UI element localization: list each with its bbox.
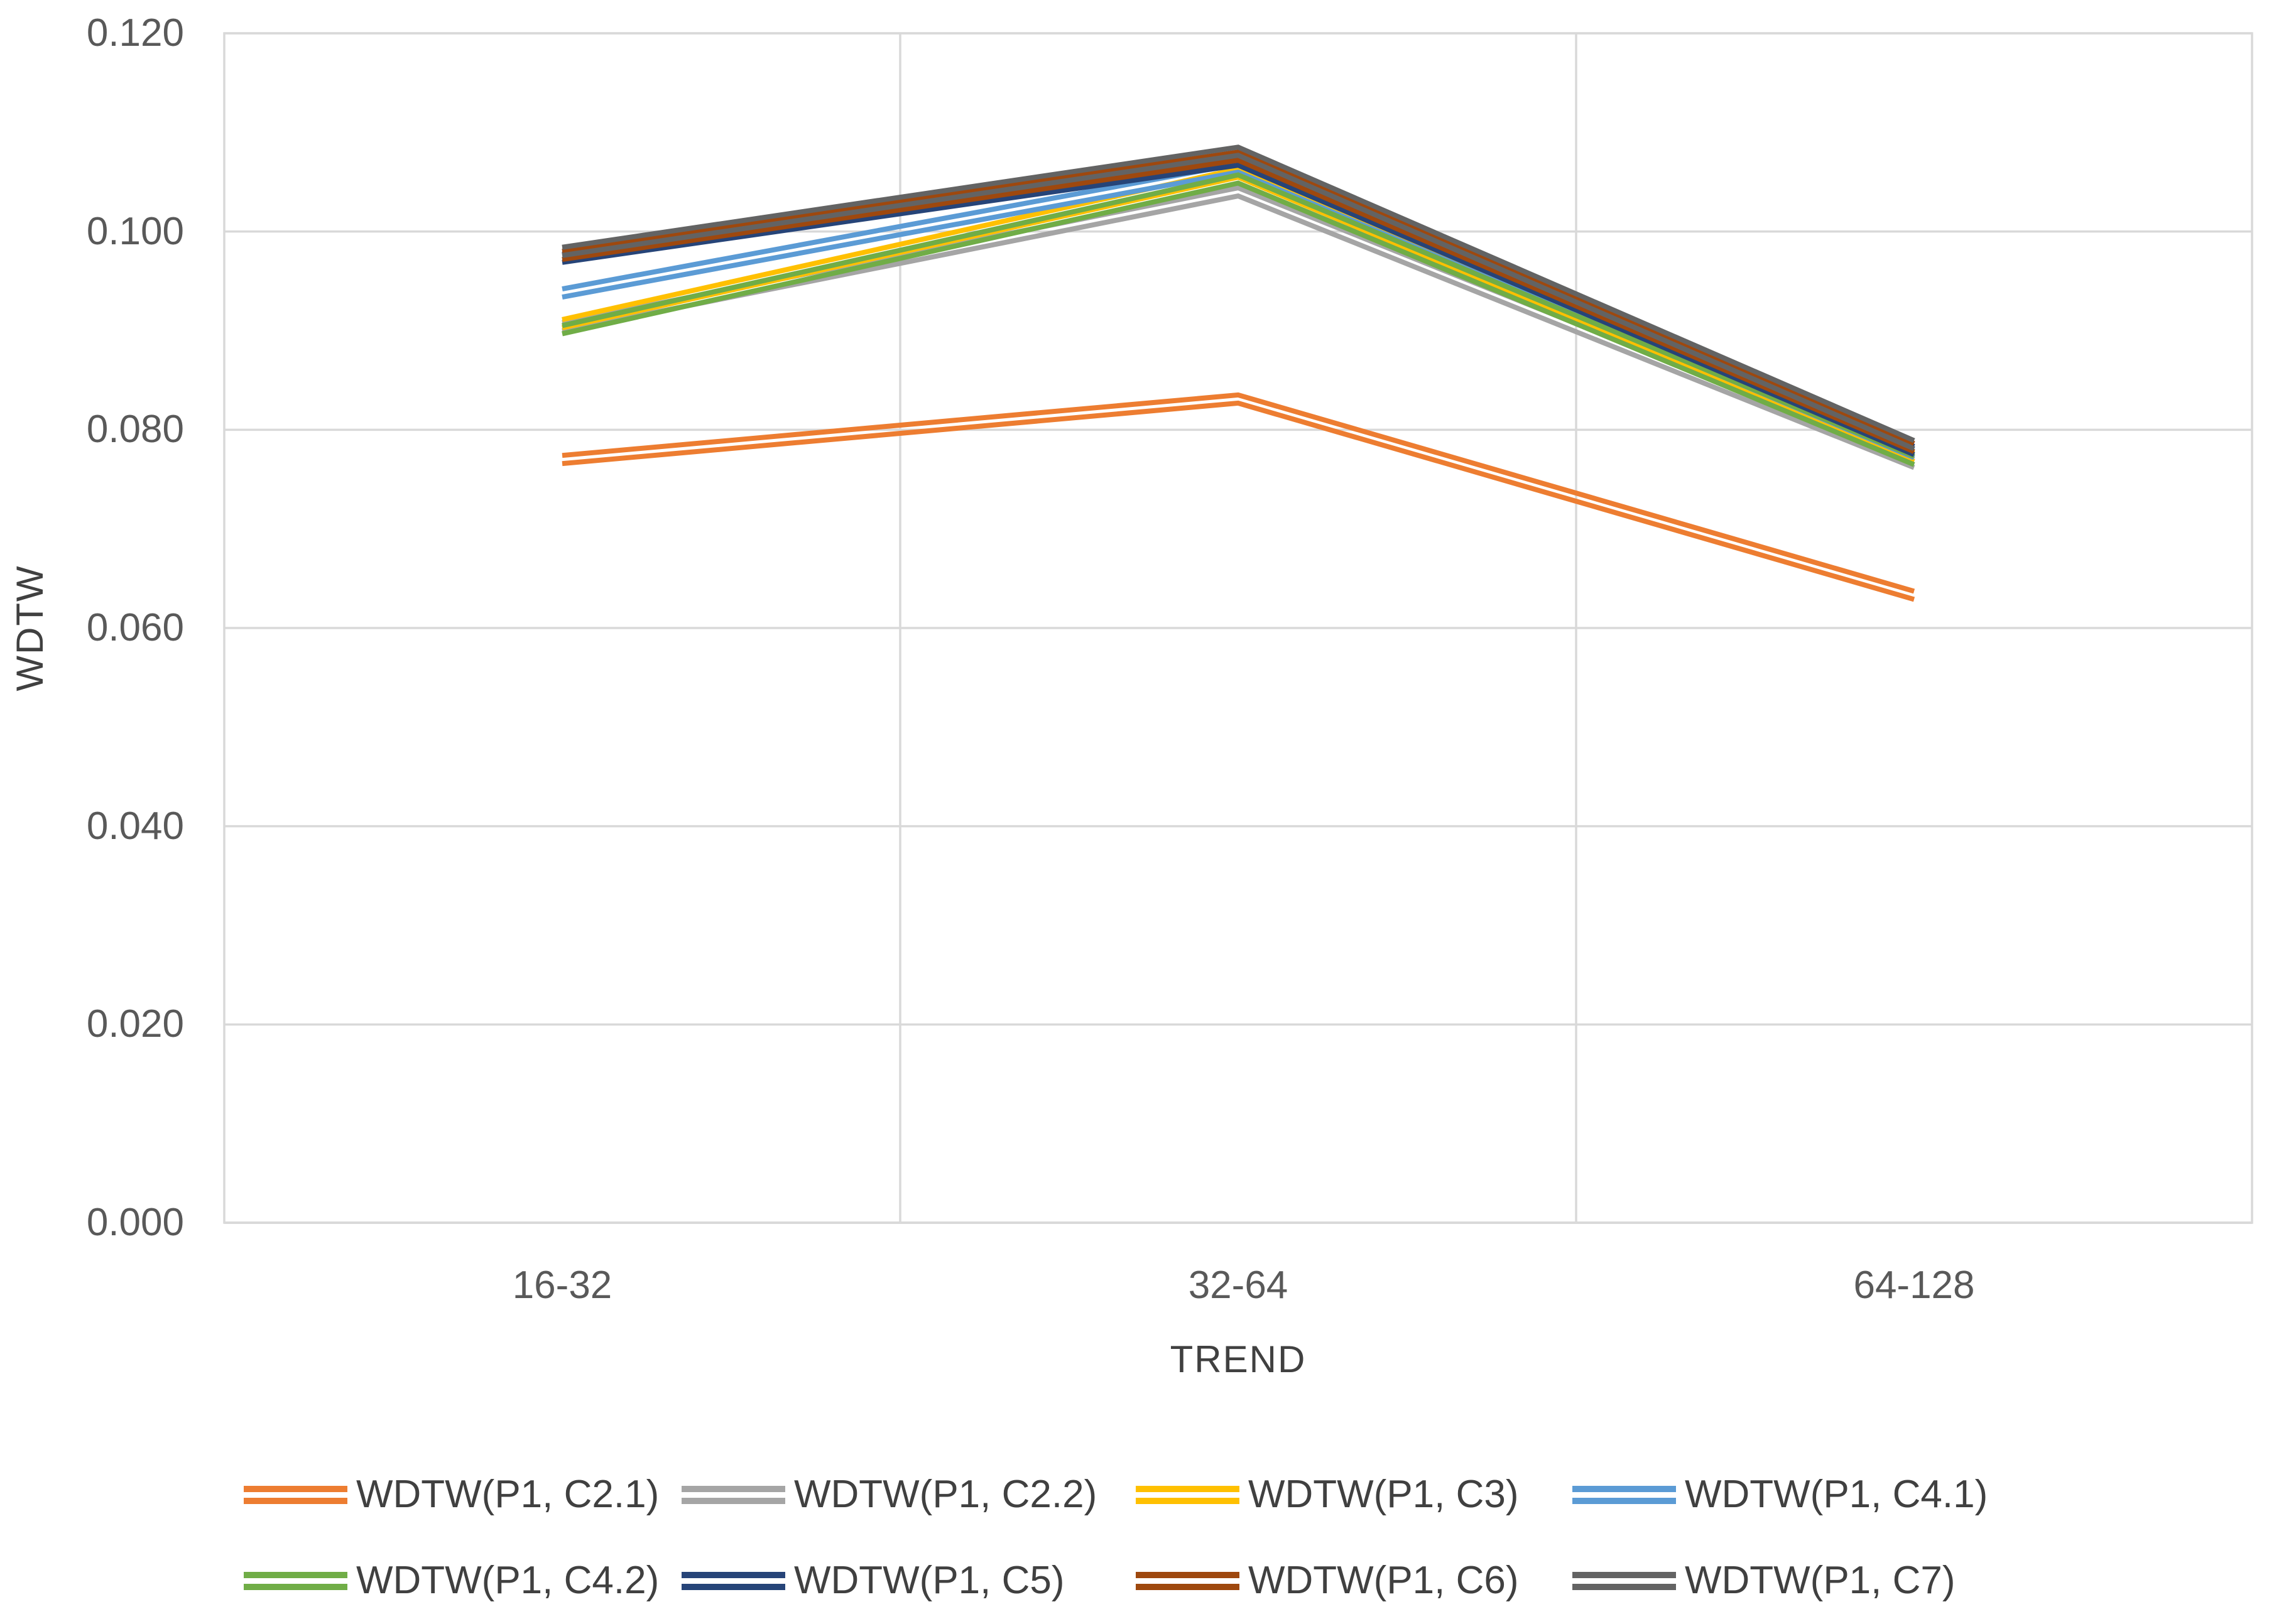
series-line-6 bbox=[562, 149, 1915, 446]
legend-label: WDTW(P1, C2.2) bbox=[794, 1473, 1097, 1516]
y-tick-label: 0.040 bbox=[86, 804, 184, 848]
legend-item: WDTW(P1, C2.1) bbox=[244, 1470, 659, 1520]
legend-line-marker-icon bbox=[1572, 1485, 1676, 1504]
series-line-7 bbox=[562, 144, 1915, 443]
y-axis-title: WDTW bbox=[9, 565, 51, 691]
legend-item: WDTW(P1, C3) bbox=[1136, 1470, 1519, 1520]
y-tick-label: 0.120 bbox=[86, 11, 184, 55]
series-line-6 bbox=[562, 158, 1915, 454]
y-tick-label: 0.100 bbox=[86, 209, 184, 253]
legend-line-marker-icon bbox=[1136, 1485, 1239, 1504]
y-tick-label: 0.080 bbox=[86, 408, 184, 452]
y-tick-label: 0.060 bbox=[86, 606, 184, 649]
legend-line-marker-icon bbox=[1572, 1571, 1676, 1590]
legend-label: WDTW(P1, C5) bbox=[794, 1559, 1065, 1602]
legend-item: WDTW(P1, C7) bbox=[1572, 1556, 1956, 1606]
x-tick-label: 32-64 bbox=[1188, 1264, 1288, 1307]
legend-line-marker-icon bbox=[1136, 1571, 1239, 1590]
series-line-4 bbox=[562, 172, 1915, 459]
legend-label: WDTW(P1, C6) bbox=[1248, 1559, 1519, 1602]
series-line-0 bbox=[562, 392, 1915, 594]
series-line-5 bbox=[562, 162, 1915, 457]
series-line-1 bbox=[562, 193, 1915, 470]
x-tick-label: 64-128 bbox=[1853, 1264, 1975, 1307]
y-tick-label: 0.000 bbox=[86, 1201, 184, 1244]
series-line-2 bbox=[562, 166, 1915, 456]
legend-label: WDTW(P1, C4.1) bbox=[1685, 1473, 1988, 1516]
series-line-3 bbox=[562, 161, 1915, 452]
legend-line-marker-icon bbox=[244, 1485, 347, 1504]
series-line-7 bbox=[562, 153, 1915, 452]
series-line-0 bbox=[562, 400, 1915, 602]
legend-label: WDTW(P1, C4.2) bbox=[356, 1559, 660, 1602]
legend-item: WDTW(P1, C6) bbox=[1136, 1556, 1519, 1606]
x-tick-label: 16-32 bbox=[512, 1264, 612, 1307]
legend-label: WDTW(P1, C2.1) bbox=[356, 1473, 660, 1516]
legend-label: WDTW(P1, C3) bbox=[1248, 1473, 1519, 1516]
y-tick-label: 0.020 bbox=[86, 1002, 184, 1046]
legend-line-marker-icon bbox=[682, 1485, 785, 1504]
legend-item: WDTW(P1, C4.2) bbox=[244, 1556, 659, 1606]
x-axis-title: TREND bbox=[1170, 1338, 1307, 1380]
legend-item: WDTW(P1, C2.2) bbox=[682, 1470, 1097, 1520]
plot-border bbox=[223, 32, 2253, 1224]
series-line-4 bbox=[562, 180, 1915, 467]
legend-line-marker-icon bbox=[682, 1571, 785, 1590]
legend-item: WDTW(P1, C5) bbox=[682, 1556, 1065, 1606]
legend-item: WDTW(P1, C4.1) bbox=[1572, 1470, 1988, 1520]
legend-label: WDTW(P1, C7) bbox=[1685, 1559, 1956, 1602]
legend-line-marker-icon bbox=[244, 1571, 347, 1590]
